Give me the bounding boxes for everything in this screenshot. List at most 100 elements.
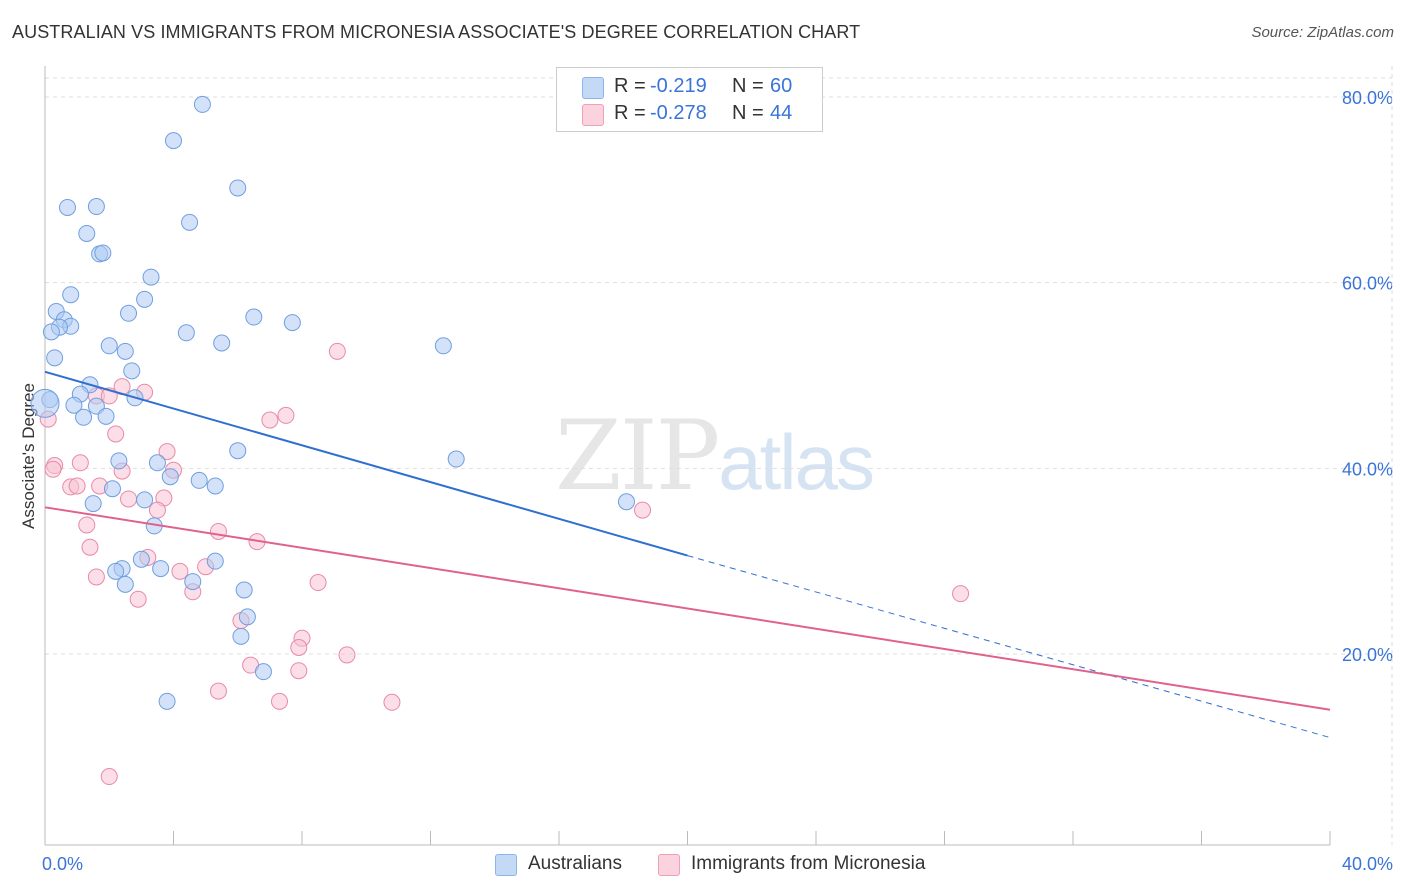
- australians-point: [232, 627, 250, 645]
- australians-point: [165, 132, 182, 150]
- australians-point: [116, 575, 134, 593]
- y-tick-label: 60.0%: [1342, 274, 1393, 294]
- micronesia-point: [87, 568, 105, 586]
- australians-point: [103, 480, 121, 498]
- micronesia-point: [383, 693, 401, 711]
- micronesia-point: [107, 425, 125, 443]
- micronesia-point: [271, 692, 289, 710]
- australians-point: [107, 562, 125, 580]
- australians-point: [100, 337, 118, 355]
- legend-n-label: N =: [732, 75, 764, 97]
- australians-point: [110, 452, 128, 470]
- australians-point: [190, 471, 208, 489]
- australians-point: [142, 268, 160, 286]
- y-axis-label: Associate's Degree: [19, 383, 38, 529]
- micronesia-point: [328, 342, 346, 360]
- micronesia-point: [100, 768, 118, 786]
- australians-trend-extension: [687, 555, 1331, 739]
- australians-point: [42, 323, 60, 341]
- micronesia-point: [634, 501, 652, 519]
- australians-point: [75, 408, 93, 426]
- micronesia-point: [338, 646, 356, 664]
- micronesia-point: [148, 501, 166, 519]
- australians-point: [136, 290, 154, 308]
- x-tick-label: 0.0%: [42, 854, 83, 874]
- legend-swatch-blue: [582, 77, 604, 99]
- australians-point: [193, 95, 211, 113]
- legend-n-value: 44: [770, 102, 793, 124]
- australians-point: [152, 560, 170, 578]
- bottom-legend-swatch-pink: [658, 854, 680, 876]
- watermark-atlas: atlas: [718, 418, 875, 506]
- micronesia-point: [290, 639, 308, 657]
- australians-point: [132, 550, 150, 568]
- legend-r-value: -0.278: [650, 102, 707, 124]
- bottom-legend-label: Australians: [528, 853, 622, 874]
- australians-point: [184, 573, 202, 591]
- legend-swatch-pink: [582, 104, 604, 126]
- australians-point: [213, 334, 231, 352]
- australians-point: [97, 407, 115, 425]
- australians-trend-line: [44, 370, 688, 557]
- micronesia-point: [309, 574, 327, 592]
- chart-title: AUSTRALIAN VS IMMIGRANTS FROM MICRONESIA…: [12, 22, 861, 42]
- australians-point: [78, 224, 96, 242]
- legend-r-label: R =: [614, 102, 646, 124]
- x-tick-label: 40.0%: [1342, 854, 1393, 874]
- australians-point: [30, 388, 60, 418]
- micronesia-point: [290, 662, 308, 680]
- y-tick-label: 20.0%: [1342, 645, 1393, 665]
- legend-r-value: -0.219: [650, 75, 707, 97]
- micronesia-point: [68, 477, 86, 495]
- australians-point: [62, 286, 80, 304]
- legend-r-label: R =: [614, 75, 646, 97]
- australians-point: [229, 179, 247, 197]
- micronesia-point: [158, 443, 176, 461]
- australians-point: [136, 491, 154, 509]
- australians-point: [206, 477, 224, 495]
- australians-point: [123, 362, 141, 380]
- australians-point: [238, 608, 256, 626]
- australians-point: [87, 198, 105, 216]
- micronesia-point: [277, 406, 295, 424]
- micronesia-point: [81, 538, 99, 556]
- australians-point: [148, 454, 166, 472]
- australians-point: [254, 663, 272, 681]
- micronesia-point: [44, 460, 62, 478]
- micronesia-point: [261, 411, 279, 429]
- legend-n-label: N =: [732, 102, 764, 124]
- australians-point: [94, 244, 112, 262]
- stats-legend: R = -0.219 N = 60 R = -0.278 N = 44: [556, 67, 823, 132]
- watermark: ZIPatlas: [555, 400, 875, 512]
- australians-point: [283, 314, 301, 332]
- australians-point: [206, 552, 224, 570]
- micronesia-point: [78, 516, 96, 534]
- australians-point: [65, 396, 83, 414]
- micronesia-point: [171, 562, 189, 580]
- bottom-legend-swatch-blue: [495, 854, 517, 876]
- micronesia-point: [209, 522, 227, 540]
- legend-n-value: 60: [770, 75, 793, 97]
- y-tick-label: 40.0%: [1342, 459, 1393, 479]
- australians-point: [235, 581, 253, 599]
- australians-point: [46, 349, 64, 367]
- australians-point: [120, 304, 138, 322]
- australians-point: [181, 213, 199, 231]
- micronesia-point: [209, 682, 227, 700]
- micronesia-point: [129, 590, 147, 608]
- australians-point: [177, 324, 195, 342]
- australians-point: [229, 442, 247, 460]
- australians-point: [161, 468, 179, 486]
- australians-point: [447, 450, 465, 468]
- watermark-zip: ZIP: [555, 400, 720, 512]
- micronesia-trend-line: [44, 506, 1331, 711]
- micronesia-point: [120, 490, 138, 508]
- australians-point: [158, 692, 176, 710]
- australians-point: [245, 308, 263, 326]
- micronesia-point: [71, 454, 89, 472]
- micronesia-point: [952, 585, 970, 603]
- australians-point: [116, 342, 134, 360]
- y-tick-label: 80.0%: [1342, 88, 1393, 108]
- australians-point: [434, 337, 452, 355]
